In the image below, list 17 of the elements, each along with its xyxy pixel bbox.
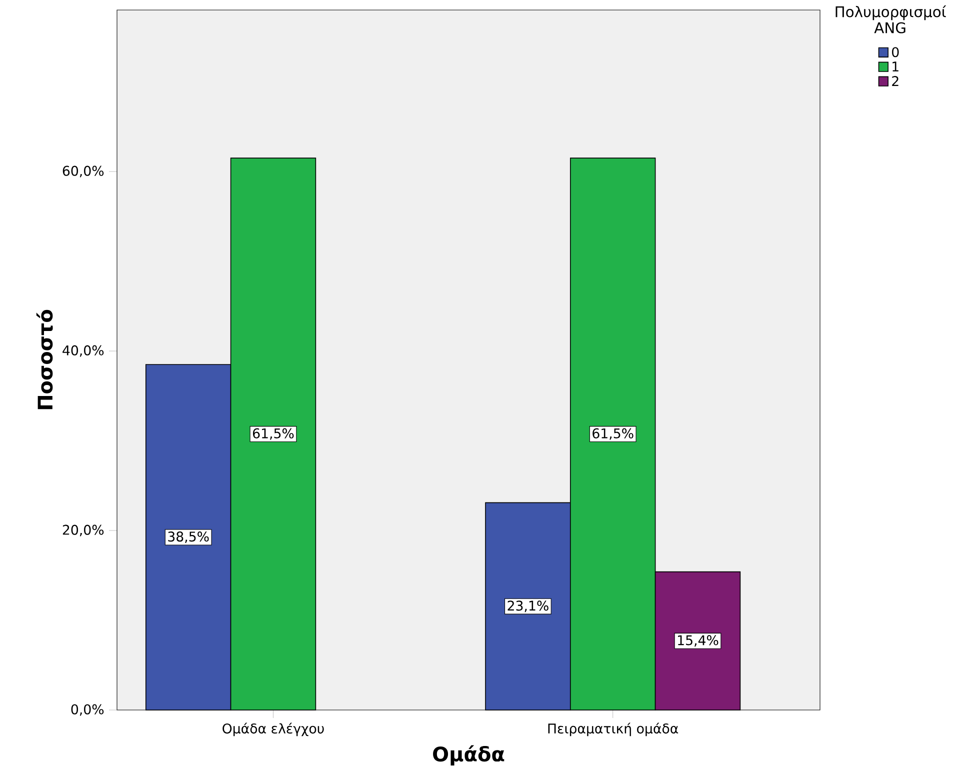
- y-tick-label: 20,0%: [62, 524, 104, 536]
- data-label: 61,5%: [252, 428, 294, 440]
- y-tick-label: 0,0%: [71, 704, 104, 716]
- legend-label: 2: [892, 76, 898, 86]
- x-tick-label: Πειραματική ομάδα: [548, 722, 678, 736]
- x-axis-title: Ομάδα: [433, 745, 504, 766]
- legend-label: 1: [892, 62, 898, 72]
- y-tick-label: 40,0%: [62, 345, 104, 357]
- y-tick-label: 60,0%: [62, 166, 104, 178]
- data-label: 23,1%: [508, 600, 548, 612]
- y-axis-title: Ποσοστό: [36, 310, 53, 410]
- data-label: 61,5%: [592, 428, 634, 440]
- data-label: 15,4%: [678, 635, 718, 647]
- x-tick-label: Ομάδα ελέγχου: [222, 722, 324, 736]
- legend-title: Πολυμορφισμοί ANG: [836, 5, 946, 34]
- data-label: 38,5%: [168, 532, 209, 543]
- legend-label: 0: [892, 47, 899, 58]
